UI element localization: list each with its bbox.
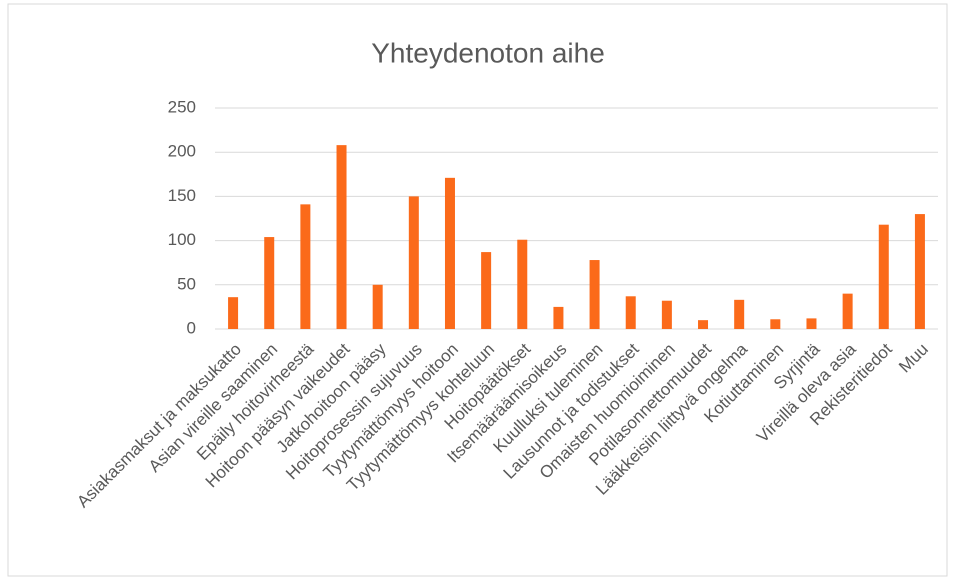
chart-frame [7,3,948,577]
y-tick-label: 250 [168,97,196,116]
bar [372,284,383,329]
bar [481,252,492,329]
bar [842,293,853,329]
bar [553,306,564,329]
bar [517,239,528,329]
bar [625,296,636,329]
bar [264,237,275,329]
bar [589,260,600,329]
bar [408,196,419,329]
bar [336,145,347,329]
bar [228,297,239,329]
bar [770,319,781,329]
y-tick-label: 150 [168,186,196,205]
y-tick-label: 200 [168,142,196,161]
y-tick-label: 100 [168,230,196,249]
bar [300,204,311,329]
bar [878,224,889,329]
bar [806,318,817,329]
y-tick-label: 50 [177,274,196,293]
chart-title: Yhteydenoton aihe [371,37,605,68]
bar [914,214,925,329]
bar [698,320,709,329]
bar [734,299,745,329]
bar [661,300,672,329]
bar [444,177,455,329]
y-tick-label: 0 [187,318,196,337]
